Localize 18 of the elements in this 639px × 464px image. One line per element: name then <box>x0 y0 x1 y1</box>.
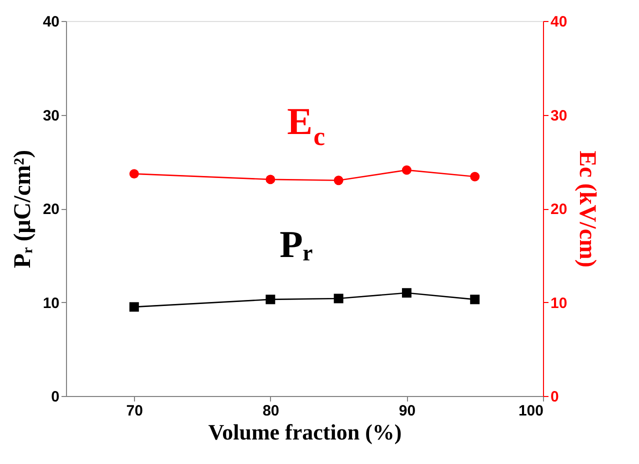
x-axis-title: Volume fraction (%) <box>208 420 402 444</box>
x-tick-label: 80 <box>262 402 280 420</box>
y2-tick-label: 0 <box>550 388 559 406</box>
y2-axis-title: Ec (kV/cm) <box>574 150 600 268</box>
y-axis-title: Pᵣ (μC/cm²) <box>10 150 36 268</box>
series-label: Pᵣ <box>280 224 313 266</box>
x-tick-label: 90 <box>398 402 416 420</box>
y2-tick-label: 10 <box>550 294 568 312</box>
y2-tick-label: 30 <box>550 107 568 124</box>
y-tick-label: 30 <box>42 107 60 124</box>
y2-tick-label: 40 <box>550 14 568 30</box>
y2-tick-label: 20 <box>550 201 568 218</box>
y-tick-label: 40 <box>42 14 60 30</box>
y-tick-label: 0 <box>51 388 60 406</box>
y-tick-label: 20 <box>42 201 60 218</box>
x-tick-label: 70 <box>126 402 143 420</box>
x-tick-label: 100 <box>518 402 544 420</box>
y-tick-label: 10 <box>42 294 60 312</box>
